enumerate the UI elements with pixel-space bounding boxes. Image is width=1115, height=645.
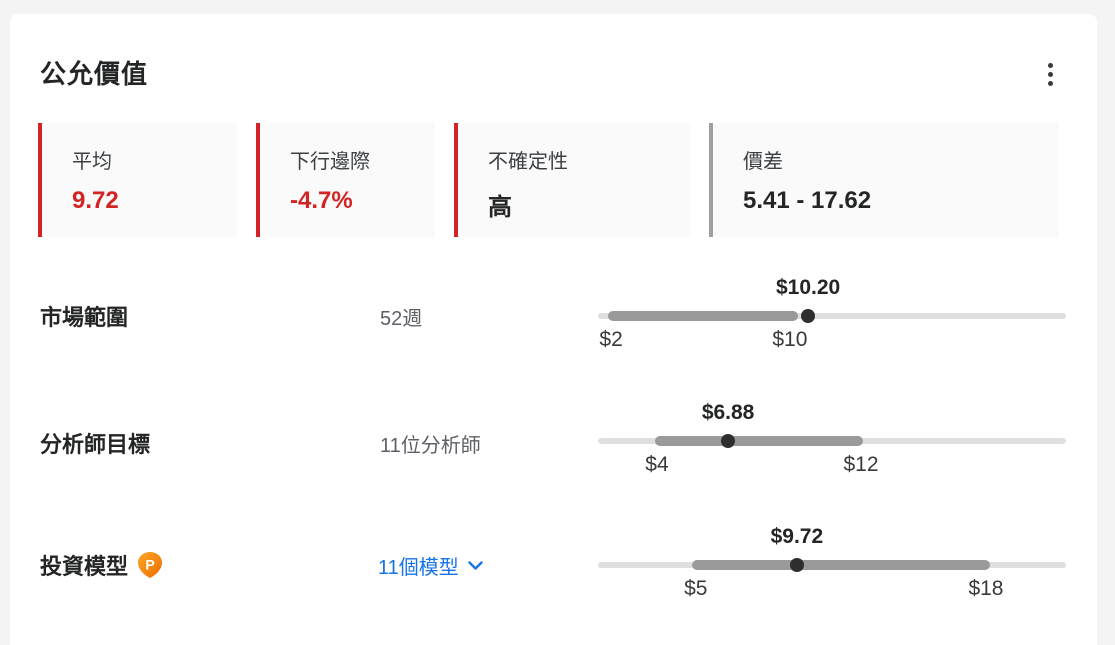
stat-value: 高 [488,194,512,221]
slider-max-label: $10 [772,328,808,351]
svg-text:P: P [145,557,154,573]
slider-min-label: $4 [645,453,669,476]
slider-track [598,313,1066,319]
slider-min-label: $2 [599,328,623,351]
stat-value: -4.7% [290,187,353,214]
slider-marker-dot [789,558,804,572]
slider-max-label: $18 [968,577,1004,600]
slider-range-segment [655,436,863,446]
slider-range-segment [692,560,991,570]
kebab-menu-icon [1047,71,1053,77]
stat-card-uncertainty: 不確定性 高 [454,123,690,237]
kebab-menu-icon [1047,80,1053,86]
stats-row: 平均 9.72 下行邊際 -4.7% 不確定性 高 價差 5.41 - 17.6… [38,123,1059,237]
slider-range-segment [607,311,798,321]
row-label-text: 投資模型 [40,554,129,579]
stat-label: 價差 [743,151,783,173]
slider-min-label: $5 [684,577,708,600]
market-range-slider: $10.20 $2 $10 [598,276,1066,356]
stat-card-downside: 下行邊際 -4.7% [256,123,435,237]
stat-card-range: 價差 5.41 - 17.62 [709,123,1059,237]
stat-card-average: 平均 9.72 [38,123,237,237]
row-label-market-range: 市場範圍 [40,305,129,330]
slider-marker-dot [801,309,816,323]
kebab-menu-icon [1047,62,1053,68]
stat-label: 不確定性 [488,151,568,173]
slider-value-label: $6.88 [701,401,755,424]
slider-marker-dot [721,434,736,448]
row-label-analyst-targets: 分析師目標 [40,432,151,457]
slider-value-label: $10.20 [776,276,841,299]
stat-label: 下行邊際 [290,151,370,173]
investingpro-badge-icon[interactable]: P [137,551,163,579]
row-meta-analyst-targets: 11位分析師 [380,435,481,457]
fair-value-widget: 公允價值 平均 9.72 下行邊際 -4.7% 不確定性 高 價差 5.41 -… [10,14,1097,645]
models-link-text: 11個模型 [378,557,459,579]
stat-value: 9.72 [72,187,119,214]
stat-value: 5.41 - 17.62 [743,187,872,214]
stat-label: 平均 [72,151,112,173]
slider-value-label: $9.72 [770,525,824,548]
menu-button[interactable] [1038,58,1062,90]
analyst-targets-slider: $6.88 $4 $12 [598,401,1066,481]
page-title: 公允價值 [40,59,149,89]
row-label-investing-models: 投資模型 P [40,549,163,581]
chevron-down-icon [468,560,483,570]
investing-models-slider: $9.72 $5 $18 [598,525,1066,605]
row-meta-market-range: 52週 [380,308,423,330]
models-dropdown-link[interactable]: 11個模型 [378,551,483,580]
slider-max-label: $12 [843,453,879,476]
